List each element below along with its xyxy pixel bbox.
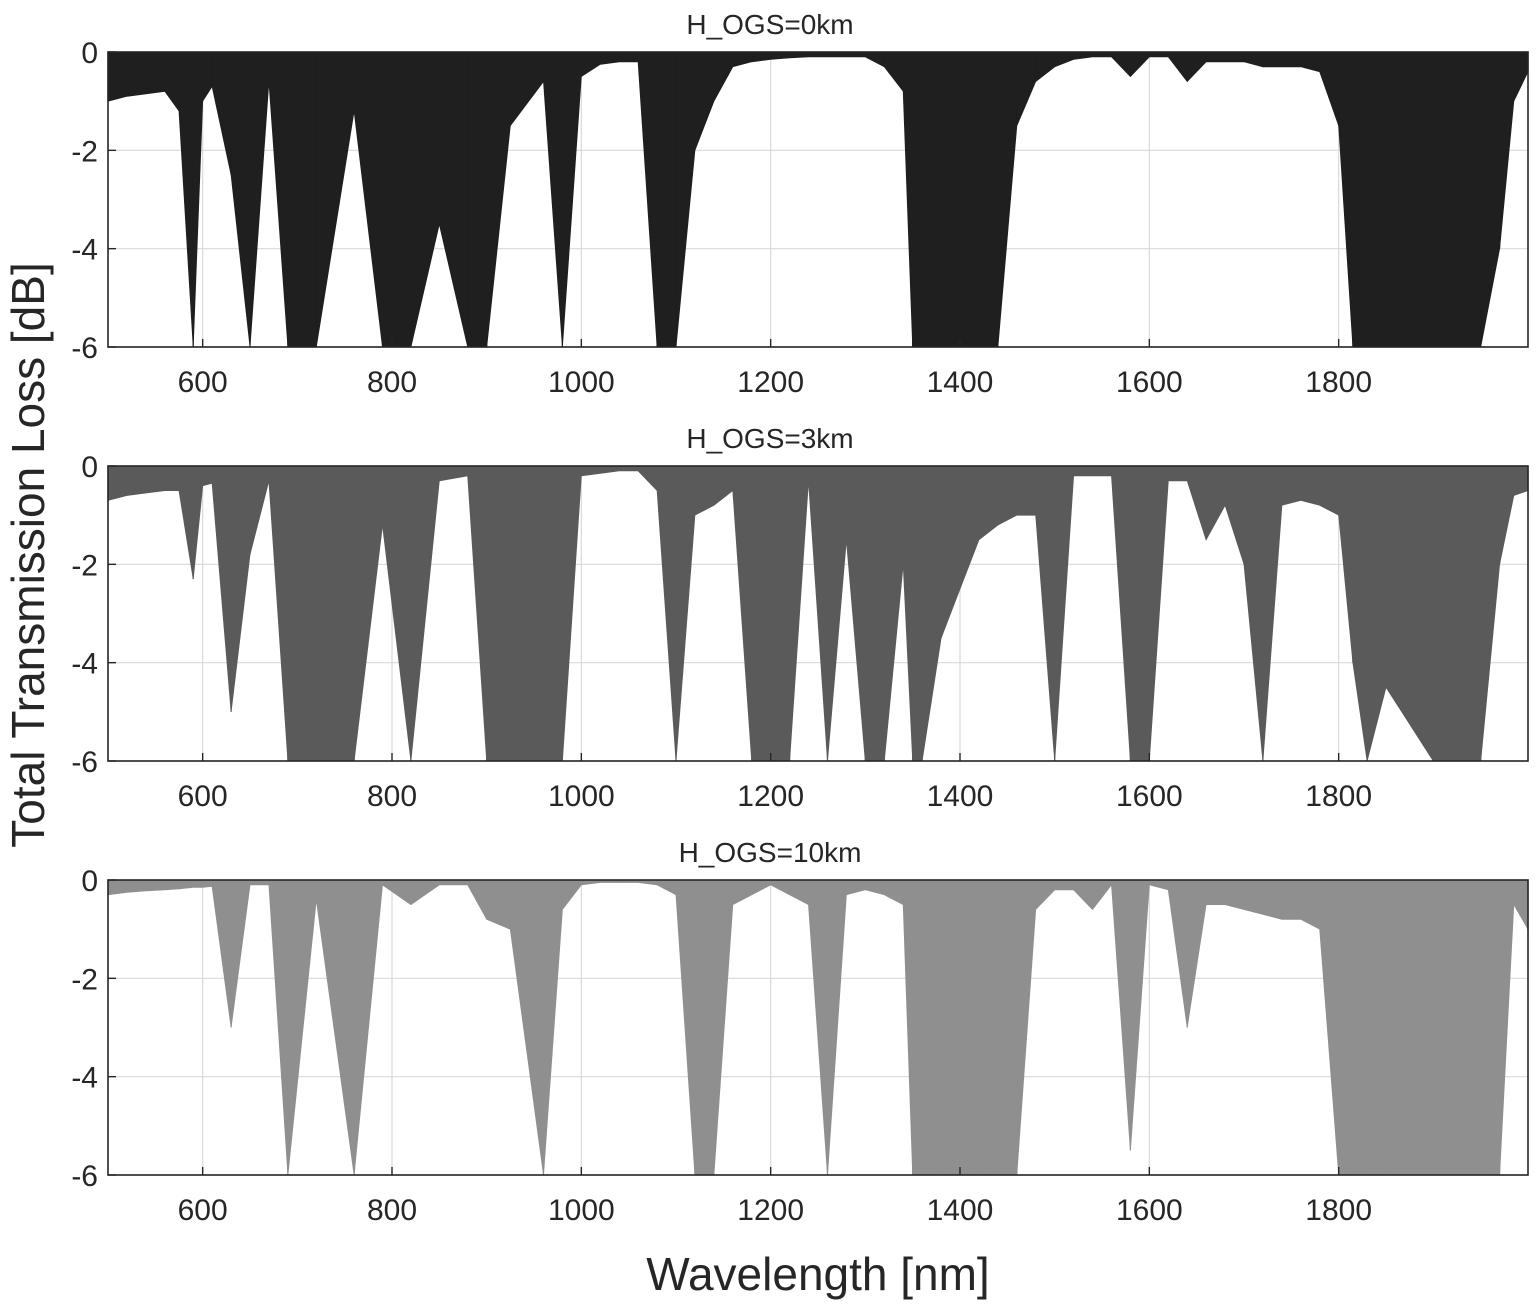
x-tick-label: 1000	[548, 780, 615, 813]
x-tick-label: 600	[178, 780, 228, 813]
y-tick-label: -2	[71, 963, 98, 996]
x-tick-label: 1200	[737, 1194, 804, 1227]
panel-title: H_OGS=3km	[686, 423, 853, 454]
x-tick-label: 800	[367, 1194, 417, 1227]
x-tick-label: 1400	[927, 780, 994, 813]
x-tick-label: 1400	[927, 366, 994, 399]
x-tick-label: 600	[178, 366, 228, 399]
series-area	[107, 51, 1529, 348]
panel-0: 600 800 1000 1200 1400 1600 1800 0 -2 -4 -6 H_OGS=0…	[71, 9, 1529, 399]
y-tick-label: -2	[71, 135, 98, 168]
panel-1: 600 800 1000 1200 1400 1600 1800 0 -2 -4 -6 H_OGS=3…	[71, 423, 1529, 813]
x-tick-label: 1000	[548, 366, 615, 399]
series-area	[107, 465, 1529, 762]
x-tick-label: 1800	[1305, 366, 1372, 399]
axes-frame	[107, 465, 1529, 762]
panel-title: H_OGS=10km	[679, 837, 862, 868]
x-tick-label: 1600	[1116, 780, 1183, 813]
axes-frame	[107, 879, 1529, 1176]
y-tick-label: -6	[71, 332, 98, 365]
y-tick-label: -6	[71, 746, 98, 779]
y-tick-label: -4	[71, 1062, 98, 1095]
x-axis-label: Wavelength [nm]	[646, 1248, 989, 1300]
x-tick-label: 600	[178, 1194, 228, 1227]
y-tick-label: -2	[71, 549, 98, 582]
x-tick-label: 1600	[1116, 1194, 1183, 1227]
y-axis-label: Total Transmission Loss [dB]	[2, 262, 54, 847]
x-tick-label: 800	[367, 366, 417, 399]
x-tick-label: 1200	[737, 780, 804, 813]
panel-2: 600 800 1000 1200 1400 1600 1800 0 -2 -4 -6 H_OGS=1…	[71, 837, 1529, 1227]
y-tick-label: -4	[71, 234, 98, 267]
x-tick-label: 1000	[548, 1194, 615, 1227]
y-tick-label: 0	[81, 451, 98, 484]
x-tick-label: 1600	[1116, 366, 1183, 399]
x-tick-label: 1200	[737, 366, 804, 399]
y-tick-label: 0	[81, 865, 98, 898]
axes-frame	[107, 51, 1529, 348]
x-tick-label: 1400	[927, 1194, 994, 1227]
y-tick-label: -6	[71, 1160, 98, 1193]
x-tick-label: 800	[367, 780, 417, 813]
x-tick-label: 1800	[1305, 780, 1372, 813]
y-tick-label: -4	[71, 648, 98, 681]
series-area	[107, 879, 1529, 1176]
x-tick-label: 1800	[1305, 1194, 1372, 1227]
panel-title: H_OGS=0km	[686, 9, 853, 40]
y-tick-label: 0	[81, 37, 98, 70]
